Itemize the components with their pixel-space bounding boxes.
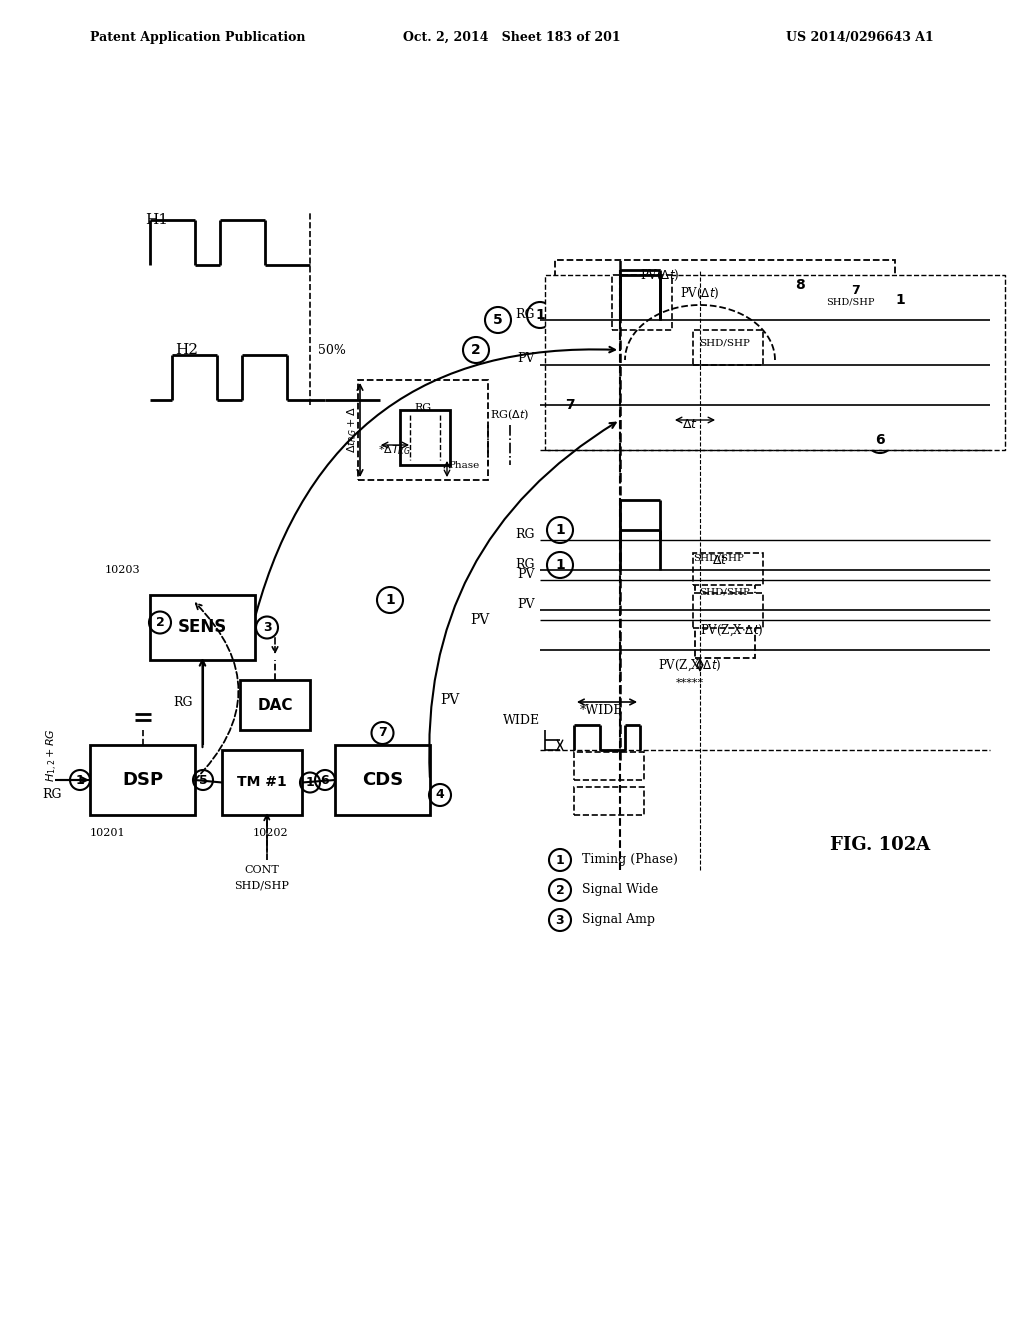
Text: 7: 7	[565, 399, 574, 412]
Text: PV: PV	[470, 612, 489, 627]
Bar	[693, 330, 763, 366]
Text: 1: 1	[556, 854, 564, 866]
Text: PV: PV	[517, 352, 535, 366]
Text: FIG. 102A: FIG. 102A	[829, 836, 930, 854]
Text: H1: H1	[145, 213, 168, 227]
Text: 1: 1	[76, 774, 84, 787]
Bar	[693, 593, 763, 628]
Text: PV: PV	[517, 568, 535, 581]
Text: 1: 1	[536, 308, 545, 322]
Text: $\Delta t$: $\Delta t$	[712, 553, 728, 566]
Text: 50%: 50%	[318, 343, 346, 356]
Text: 6: 6	[321, 774, 330, 787]
Text: Signal Amp: Signal Amp	[578, 913, 655, 927]
Text: 3: 3	[263, 620, 271, 634]
Text: PV: PV	[440, 693, 459, 708]
Text: Signal Wide: Signal Wide	[578, 883, 658, 896]
Bar	[358, 380, 488, 480]
Text: 5: 5	[199, 774, 208, 787]
Text: 10202: 10202	[252, 828, 288, 838]
Text: TM #1: TM #1	[238, 776, 287, 789]
Text: SHD/SHP: SHD/SHP	[699, 587, 751, 597]
Text: 8: 8	[795, 279, 805, 292]
Text: 2: 2	[471, 343, 481, 356]
Bar	[150, 595, 255, 660]
Text: 3: 3	[556, 913, 564, 927]
Text: US 2014/0296643 A1: US 2014/0296643 A1	[786, 30, 934, 44]
Bar	[545, 275, 1005, 450]
Text: PV($\Delta t$): PV($\Delta t$)	[680, 285, 720, 301]
Text: SHD/SHP: SHD/SHP	[234, 880, 290, 890]
Text: RG: RG	[515, 528, 535, 540]
Bar	[695, 623, 755, 657]
Text: 2: 2	[556, 883, 564, 896]
Bar	[574, 787, 644, 814]
Bar	[335, 744, 430, 814]
Text: 6: 6	[876, 433, 885, 447]
Text: RG($\Delta t$): RG($\Delta t$)	[490, 408, 529, 422]
Text: 1: 1	[555, 523, 565, 537]
Bar	[400, 411, 450, 465]
Text: 1: 1	[555, 558, 565, 572]
Text: DAC: DAC	[257, 697, 293, 713]
Text: *****: *****	[676, 678, 705, 688]
Text: 4: 4	[435, 788, 444, 801]
Bar	[693, 553, 763, 585]
Text: RG: RG	[415, 403, 431, 413]
Text: Phase: Phase	[449, 461, 479, 470]
Text: CDS: CDS	[361, 771, 403, 789]
Bar	[695, 583, 755, 615]
Text: 1: 1	[305, 776, 314, 789]
Text: 10201: 10201	[90, 828, 125, 838]
Bar	[695, 335, 755, 370]
Text: RG: RG	[515, 557, 535, 570]
Text: WIDE: WIDE	[503, 714, 540, 726]
Text: PV(Z,X$\cdot\Delta t$): PV(Z,X$\cdot\Delta t$)	[700, 622, 763, 638]
Text: 1: 1	[895, 293, 905, 308]
Text: $H_{1,2}+RG$: $H_{1,2}+RG$	[44, 729, 59, 781]
Text: SHD/SHP: SHD/SHP	[825, 297, 874, 306]
Text: 7: 7	[852, 284, 860, 297]
Text: 2: 2	[156, 616, 165, 630]
Bar	[555, 260, 895, 450]
Text: Patent Application Publication: Patent Application Publication	[90, 30, 305, 44]
Text: SENS: SENS	[178, 619, 227, 636]
Text: PV: PV	[517, 598, 535, 610]
Text: RG: RG	[42, 788, 61, 801]
Text: PV(Z,X$\cdot\Delta t$): PV(Z,X$\cdot\Delta t$)	[658, 657, 722, 673]
Text: $\Delta t_{RG}+\Delta$: $\Delta t_{RG}+\Delta$	[345, 407, 358, 454]
Bar	[574, 752, 644, 780]
Text: SHD/SHP: SHD/SHP	[699, 338, 751, 347]
Text: 1: 1	[385, 593, 395, 607]
Text: Timing (Phase): Timing (Phase)	[578, 854, 678, 866]
Text: RG: RG	[515, 308, 535, 321]
Bar	[90, 744, 195, 814]
Text: $\Delta t$: $\Delta t$	[682, 418, 698, 432]
Text: SHD/SHP: SHD/SHP	[693, 553, 743, 562]
Text: CONT: CONT	[245, 865, 280, 875]
Text: DSP: DSP	[122, 771, 163, 789]
Text: 5: 5	[494, 313, 503, 327]
Text: H2: H2	[175, 343, 198, 356]
Text: 10203: 10203	[104, 565, 140, 576]
Bar	[240, 680, 310, 730]
Bar	[222, 750, 302, 814]
Text: Oct. 2, 2014   Sheet 183 of 201: Oct. 2, 2014 Sheet 183 of 201	[403, 30, 621, 44]
Text: 7: 7	[378, 726, 387, 739]
Text: RG: RG	[173, 696, 193, 709]
Bar	[822, 285, 877, 315]
Text: *WIDE: *WIDE	[580, 704, 624, 717]
Text: $*\Delta T_{RG}$: $*\Delta T_{RG}$	[378, 444, 411, 457]
Text: PV($\Delta t$): PV($\Delta t$)	[640, 268, 679, 282]
Bar	[612, 275, 672, 330]
